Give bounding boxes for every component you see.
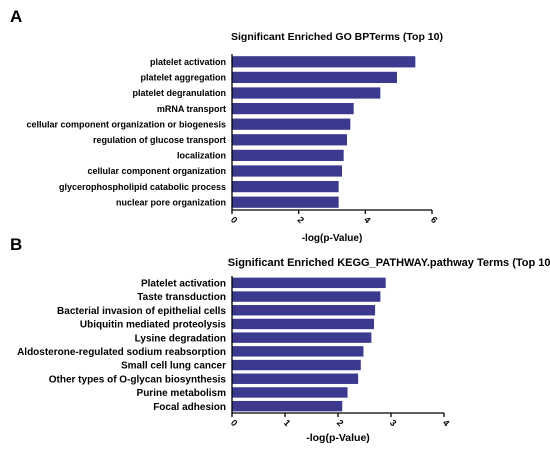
- kegg-x-tick-label: 2: [335, 418, 346, 429]
- go-category-label: platelet degranulation: [132, 88, 226, 98]
- go-category-label: cellular component organization or bioge…: [26, 119, 226, 129]
- go-chart-title: Significant Enriched GO BPTerms (Top 10): [231, 31, 443, 43]
- kegg-bar: [232, 346, 364, 357]
- kegg-bar: [232, 277, 386, 289]
- kegg-bar: [232, 359, 361, 371]
- go-x-tick-label: 0: [229, 215, 240, 226]
- go-category-label: platelet aggregation: [140, 73, 226, 83]
- go-bar: [232, 149, 344, 162]
- go-bar: [232, 102, 354, 115]
- go-bar: [232, 180, 339, 193]
- go-bar: [232, 134, 347, 146]
- kegg-x-axis-title: -log(p-Value): [306, 432, 370, 444]
- go-bar: [232, 196, 339, 208]
- kegg-x-tick-label: 0: [229, 418, 240, 429]
- kegg-category-label: Aldosterone-regulated sodium reabsorptio…: [17, 347, 226, 358]
- kegg-category-label: Ubiquitin mediated proteolysis: [80, 320, 227, 331]
- kegg-x-tick-label: 3: [388, 418, 399, 429]
- kegg-category-label: Other types of O-glycan biosynthesis: [49, 374, 227, 385]
- kegg-x-tick-label: 4: [441, 418, 452, 429]
- go-bar: [232, 71, 397, 84]
- go-x-tick-label: 4: [362, 215, 373, 226]
- kegg-category-label: Taste transduction: [137, 292, 226, 303]
- kegg-x-tick-label: 1: [282, 418, 293, 429]
- kegg-category-label: Bacterial invasion of epithelial cells: [57, 306, 226, 317]
- kegg-bar: [232, 291, 381, 302]
- go-category-label: mRNA transport: [157, 104, 226, 114]
- kegg-category-label: Platelet activation: [141, 278, 226, 289]
- kegg-bar: [232, 332, 372, 343]
- kegg-category-label: Purine metabolism: [137, 388, 227, 399]
- go-category-label: nuclear pore organization: [116, 197, 226, 207]
- go-category-label: cellular component organization: [87, 166, 226, 176]
- go-category-label: localization: [177, 151, 226, 161]
- go-category-label: regulation of glucose transport: [93, 135, 226, 145]
- kegg-bar: [232, 373, 359, 384]
- go-category-label: platelet activation: [150, 57, 226, 67]
- go-bar: [232, 165, 342, 177]
- kegg-bar: [232, 400, 343, 412]
- kegg-category-label: Focal adhesion: [153, 402, 226, 413]
- panel-a-letter: A: [10, 7, 22, 26]
- go-category-label: glycerophospholipid catabolic process: [59, 182, 226, 192]
- go-bp-chart: Significant Enriched GO BPTerms (Top 10)…: [26, 31, 443, 244]
- kegg-bar: [232, 305, 376, 316]
- kegg-category-label: Lysine degradation: [135, 333, 226, 344]
- panel-b-letter: B: [10, 235, 22, 254]
- kegg-pathway-chart: Significant Enriched KEGG_PATHWAY.pathwa…: [17, 257, 550, 444]
- go-x-axis-title: -log(p-Value): [302, 233, 363, 244]
- go-bar: [232, 118, 351, 130]
- kegg-category-label: Small cell lung cancer: [121, 361, 226, 372]
- go-x-tick-label: 6: [429, 215, 440, 226]
- kegg-bar: [232, 387, 348, 398]
- go-bar: [232, 87, 381, 99]
- go-bar: [232, 56, 416, 68]
- kegg-chart-title: Significant Enriched KEGG_PATHWAY.pathwa…: [228, 257, 550, 269]
- kegg-bar: [232, 318, 375, 330]
- go-x-tick-label: 2: [295, 215, 306, 226]
